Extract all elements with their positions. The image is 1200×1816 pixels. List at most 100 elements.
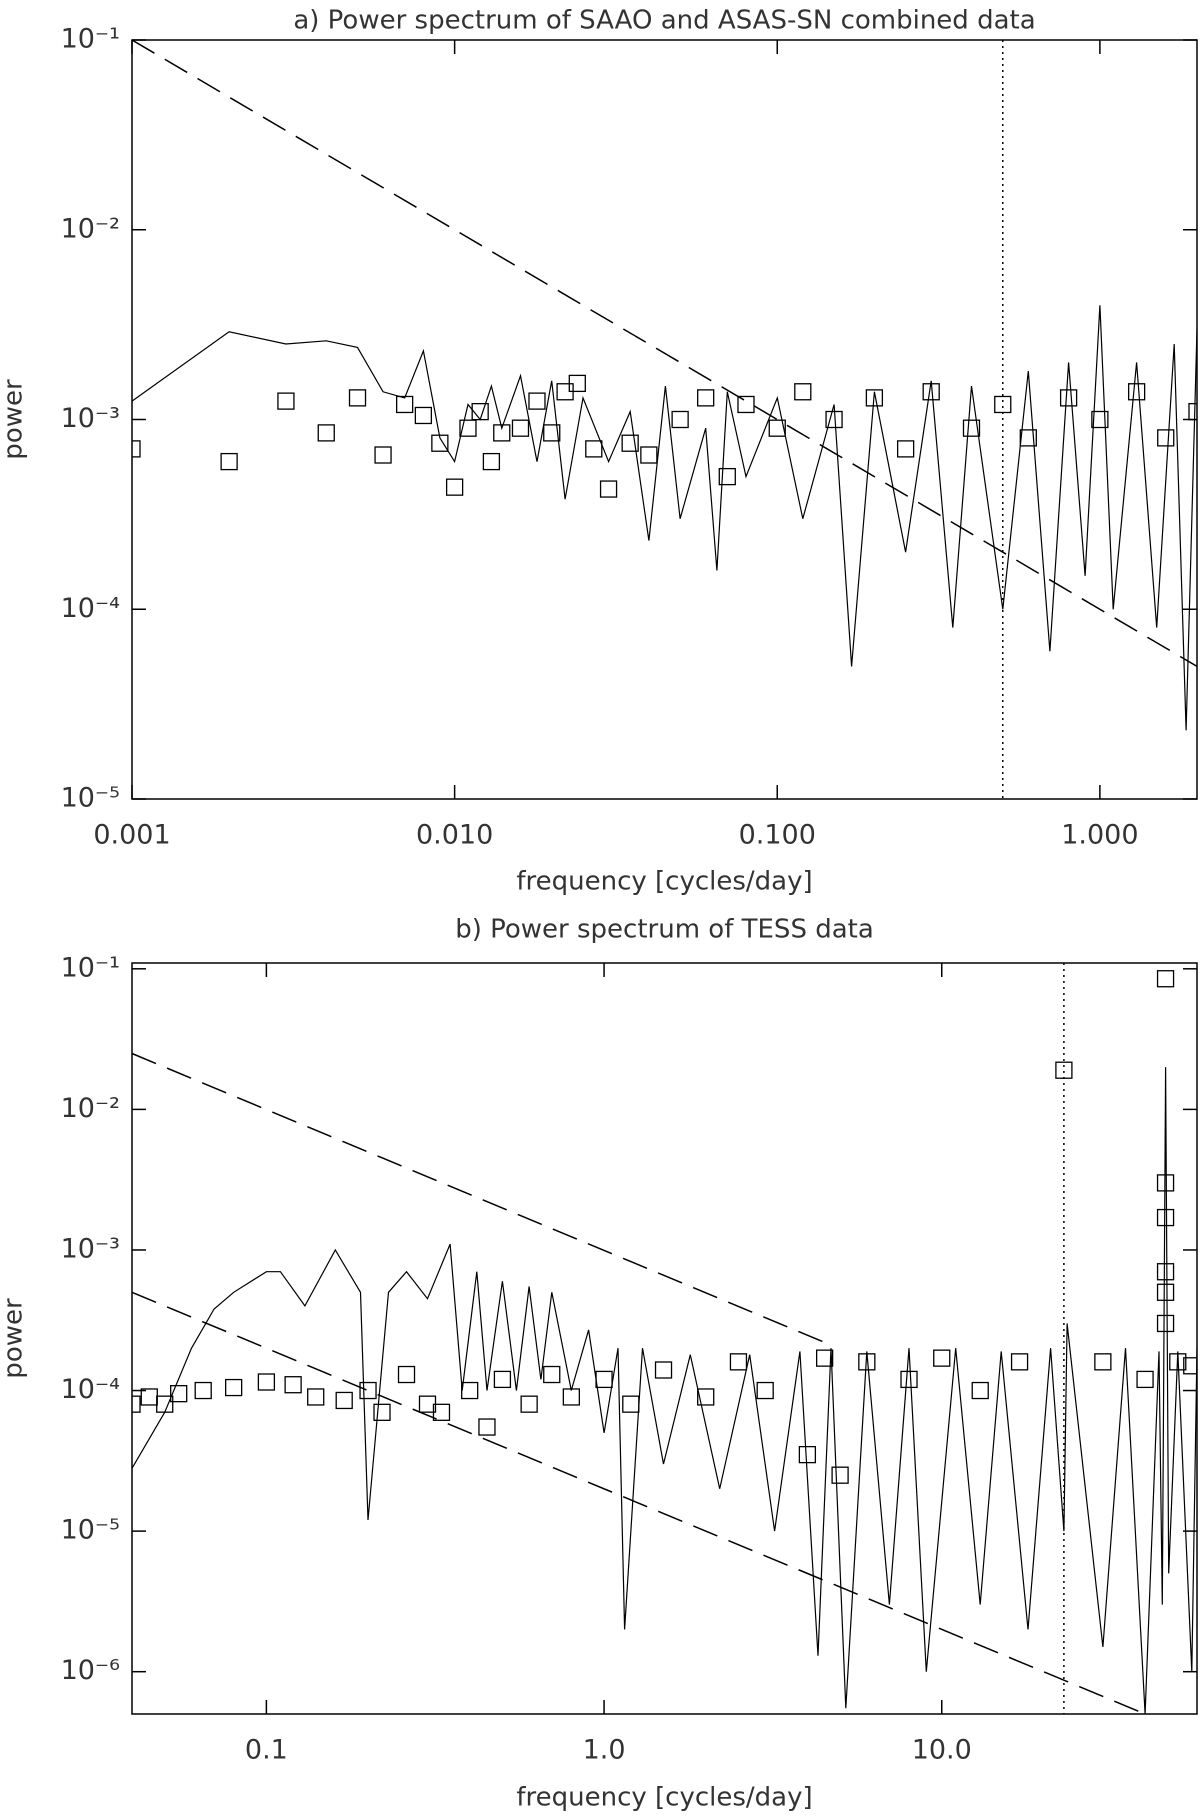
y-axis-label: power — [0, 379, 29, 460]
square-marker — [194, 1381, 212, 1400]
square-marker — [922, 383, 940, 401]
y-tick-label: 10⁻⁵ — [61, 783, 120, 814]
square-marker — [1169, 1353, 1187, 1371]
square-marker — [621, 434, 639, 452]
y-tick-label: 10⁻⁴ — [61, 593, 120, 624]
y-tick-label: 10⁻³ — [61, 1233, 120, 1264]
square-marker — [562, 1388, 580, 1406]
square-marker — [1156, 1174, 1175, 1192]
x-tick-label: 0.100 — [739, 820, 816, 851]
y-tick-label: 10⁻¹ — [61, 952, 120, 983]
y-tick-label: 10⁻¹ — [61, 24, 120, 55]
chart-title: b) Power spectrum of TESS data — [455, 915, 874, 945]
square-marker — [396, 395, 414, 414]
square-marker — [1094, 1353, 1112, 1371]
square-marker — [132, 1395, 141, 1413]
square-marker — [595, 1370, 613, 1389]
square-marker — [1156, 1263, 1175, 1281]
square-marker — [1156, 970, 1175, 988]
square-marker — [543, 1365, 561, 1384]
square-marker — [858, 1353, 876, 1371]
chart-title: a) Power spectrum of SAAO and ASAS-SN co… — [293, 6, 1035, 36]
square-marker — [520, 1395, 538, 1413]
square-marker — [585, 440, 603, 458]
square-marker — [697, 389, 715, 407]
square-marker — [373, 1403, 391, 1421]
square-marker — [170, 1385, 188, 1403]
square-marker — [1010, 1353, 1029, 1371]
x-tick-label: 0.010 — [416, 820, 493, 851]
y-axis-label: power — [0, 1298, 29, 1379]
square-marker — [737, 395, 755, 414]
square-marker — [335, 1391, 353, 1410]
square-marker — [1136, 1370, 1154, 1389]
square-marker — [511, 419, 530, 437]
square-marker — [831, 1466, 849, 1484]
fit-line — [132, 1291, 1146, 1714]
square-marker — [1156, 1314, 1175, 1333]
square-marker — [756, 1381, 774, 1400]
square-marker — [697, 1388, 715, 1406]
square-marker — [900, 1370, 918, 1389]
square-marker — [768, 419, 786, 437]
panel: a) Power spectrum of SAAO and ASAS-SN co… — [0, 6, 1198, 897]
plot-frame — [131, 39, 1198, 800]
square-marker — [794, 383, 812, 401]
square-marker — [971, 1381, 989, 1400]
square-marker — [431, 434, 449, 452]
square-marker — [348, 389, 367, 407]
x-tick-label: 1.0 — [583, 1735, 626, 1766]
square-marker — [896, 440, 915, 458]
square-marker — [933, 1349, 951, 1367]
square-marker — [432, 1403, 451, 1421]
square-marker — [156, 1395, 174, 1413]
x-tick-label: 0.1 — [245, 1735, 288, 1766]
square-marker — [825, 410, 843, 429]
square-marker — [865, 389, 884, 407]
square-marker — [671, 410, 689, 429]
square-marker — [640, 446, 658, 464]
x-axis-label: frequency [cycles/day] — [516, 867, 812, 897]
square-marker — [374, 446, 392, 464]
x-tick-label: 1.000 — [1061, 820, 1138, 851]
square-marker — [543, 424, 561, 442]
square-marker — [622, 1395, 640, 1413]
x-tick-label: 10.0 — [912, 1735, 972, 1766]
square-marker — [461, 1381, 479, 1400]
x-tick-label: 0.001 — [93, 820, 170, 851]
square-marker — [307, 1388, 325, 1406]
y-tick-label: 10⁻⁴ — [61, 1374, 120, 1405]
x-axis-label: frequency [cycles/day] — [516, 1783, 812, 1813]
y-tick-label: 10⁻² — [61, 213, 120, 244]
square-marker — [414, 406, 433, 425]
square-marker — [277, 392, 295, 410]
square-marker — [1055, 1061, 1073, 1079]
square-marker — [397, 1365, 416, 1384]
square-marker — [654, 1361, 673, 1379]
square-marker — [493, 1370, 512, 1389]
square-marker — [1059, 389, 1078, 407]
square-marker — [1156, 1208, 1175, 1227]
square-marker — [132, 440, 141, 458]
square-marker — [225, 1378, 243, 1397]
plot-area — [132, 40, 1197, 799]
y-tick-label: 10⁻⁵ — [61, 1515, 120, 1546]
square-marker — [599, 480, 618, 498]
square-marker — [471, 402, 489, 421]
square-marker — [1127, 383, 1146, 401]
square-marker — [284, 1376, 302, 1394]
square-marker — [798, 1445, 817, 1464]
square-marker — [1156, 1283, 1175, 1301]
y-tick-label: 10⁻⁶ — [61, 1655, 120, 1686]
square-marker — [1091, 410, 1109, 429]
fit-line — [132, 1052, 825, 1344]
square-marker — [482, 452, 501, 471]
square-marker — [257, 1373, 276, 1391]
square-marker — [220, 452, 238, 471]
square-marker — [815, 1349, 834, 1367]
square-marker — [1157, 429, 1175, 447]
square-marker — [140, 1388, 158, 1406]
spectrum-line — [132, 305, 1197, 731]
square-marker — [493, 424, 511, 442]
square-marker — [1019, 429, 1037, 447]
